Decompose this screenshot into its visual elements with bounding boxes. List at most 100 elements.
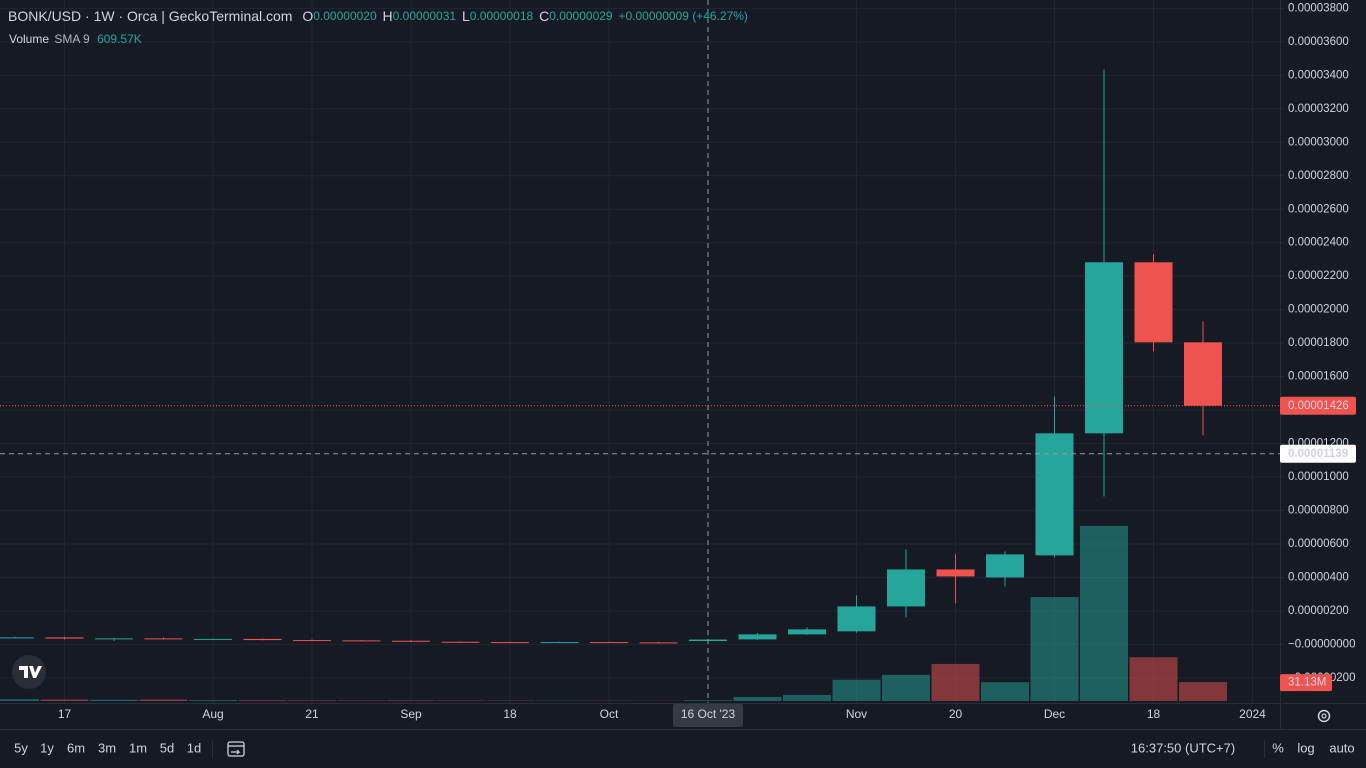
x-tick-label: Aug	[202, 707, 223, 721]
last-price-label: 0.00001426	[1288, 400, 1349, 412]
y-tick-label: −0.00000000	[1288, 638, 1355, 650]
crosshair-price-badge	[1280, 444, 1356, 463]
volume-name: Volume	[9, 32, 49, 46]
volume-study: SMA 9	[54, 32, 90, 46]
range-button[interactable]: 5y	[14, 740, 28, 755]
candle-body	[1085, 262, 1123, 434]
ohlc-key: L	[462, 8, 470, 24]
volume-bar	[832, 679, 881, 701]
range-button[interactable]: 6m	[67, 740, 85, 755]
y-tick-label: 0.00003800	[1288, 2, 1349, 14]
volume-bar	[387, 700, 435, 701]
ohlc-value: 0.00000031	[393, 9, 457, 23]
overlay: 0.00001426 0.00001139 16 Oct '23 31.13M	[0, 0, 1356, 727]
candle-body	[1184, 342, 1222, 406]
volume-bar	[238, 700, 287, 701]
volume-bar	[684, 700, 732, 701]
y-tick-label: 0.00000600	[1288, 538, 1349, 550]
volume-legend: Volume SMA 9 609.57K	[9, 32, 142, 46]
scale-option[interactable]: log	[1297, 740, 1314, 755]
candle-body	[0, 637, 34, 639]
volume-bar	[1030, 597, 1079, 701]
candle-body	[738, 634, 777, 640]
volume-bar	[337, 700, 386, 701]
candle-body	[540, 642, 579, 644]
ohlc-value: 0.00000029	[549, 9, 613, 23]
candle-body	[293, 640, 331, 642]
y-tick-label: 0.00002400	[1288, 237, 1349, 249]
y-tick-label: 0.00000800	[1288, 505, 1349, 517]
volume-bar	[1179, 682, 1227, 701]
scale-option[interactable]: auto	[1329, 740, 1354, 755]
range-button[interactable]: 3m	[98, 740, 116, 755]
candle-body	[441, 641, 480, 643]
ohlc-value: 0.00000020	[313, 9, 377, 23]
crosshair-time-badge	[673, 704, 743, 727]
candle-body	[194, 638, 232, 640]
y-tick-label: 0.00002800	[1288, 170, 1349, 182]
date-range-icon[interactable]	[227, 741, 245, 757]
range-button[interactable]: 1m	[129, 740, 147, 755]
last-price-badge	[1280, 396, 1356, 415]
candle-body	[639, 642, 678, 644]
x-tick-label: Sep	[400, 707, 422, 721]
clock: 16:37:50 (UTC+7)	[1131, 740, 1235, 755]
candle-body	[887, 569, 925, 607]
volume-bar	[288, 700, 336, 701]
symbol-title: BONK/USD · 1W · Orca | GeckoTerminal.com	[8, 8, 292, 24]
scale-option[interactable]: %	[1272, 740, 1284, 755]
volume-bar	[139, 699, 188, 701]
volume-value: 609.57K	[97, 32, 142, 46]
volume-bar	[1129, 657, 1178, 701]
range-button[interactable]: 1y	[40, 740, 54, 755]
candle-body	[95, 638, 133, 640]
volume-badge-label: 31.13M	[1288, 677, 1326, 689]
x-tick-label: 2024	[1239, 707, 1266, 721]
volume-bar	[733, 696, 782, 701]
crosshair-price-label: 0.00001139	[1288, 448, 1348, 460]
y-tick-label: 0.00001800	[1288, 337, 1349, 349]
candle-body	[342, 640, 381, 642]
header: BONK/USD · 1W · Orca | GeckoTerminal.com…	[8, 8, 748, 24]
candle-body	[936, 569, 975, 577]
range-button[interactable]: 1d	[187, 740, 201, 755]
ohlc-value: 0.00000018	[470, 9, 534, 23]
ohlc-key: O	[302, 8, 313, 24]
x-tick-label: Dec	[1044, 707, 1065, 721]
candle-body	[1134, 262, 1173, 343]
ohlc-key: H	[383, 8, 393, 24]
candle-body	[1035, 433, 1074, 556]
x-tick-label: 18	[503, 707, 517, 721]
crosshair-time-label: 16 Oct '23	[681, 707, 736, 721]
y-tick-label: 0.00003200	[1288, 103, 1349, 115]
candle-body	[144, 638, 183, 640]
y-tick-label: 0.00000400	[1288, 571, 1349, 583]
y-tick-label: 0.00000200	[1288, 605, 1349, 617]
volume-bar	[90, 699, 138, 701]
volume-bar	[189, 700, 237, 701]
y-tick-label: 0.00003000	[1288, 136, 1349, 148]
candle-body	[590, 642, 628, 644]
y-tick-label: 0.00002200	[1288, 270, 1349, 282]
plot	[0, 69, 1227, 701]
x-tick-label: 21	[305, 707, 319, 721]
y-tick-label: 0.00003400	[1288, 69, 1349, 81]
volume-bar	[882, 674, 930, 701]
volume-bar	[1080, 525, 1128, 701]
candle-body	[243, 638, 282, 641]
change: +0.00000009 (+46.27%)	[618, 9, 747, 23]
range-button[interactable]: 5d	[160, 740, 174, 755]
settings-icon[interactable]	[1317, 709, 1331, 723]
volume-bar	[40, 699, 89, 701]
y-tick-label: 0.00002600	[1288, 203, 1349, 215]
y-tick-label: 0.00001600	[1288, 371, 1349, 383]
candle-body	[986, 554, 1024, 578]
x-tick-label: 17	[58, 707, 72, 721]
candle-body	[491, 642, 529, 644]
candle-body	[45, 637, 84, 639]
y-tick-label: 0.00001000	[1288, 471, 1349, 483]
y-tick-label: 0.00002000	[1288, 304, 1349, 316]
volume-badge	[1280, 674, 1332, 692]
